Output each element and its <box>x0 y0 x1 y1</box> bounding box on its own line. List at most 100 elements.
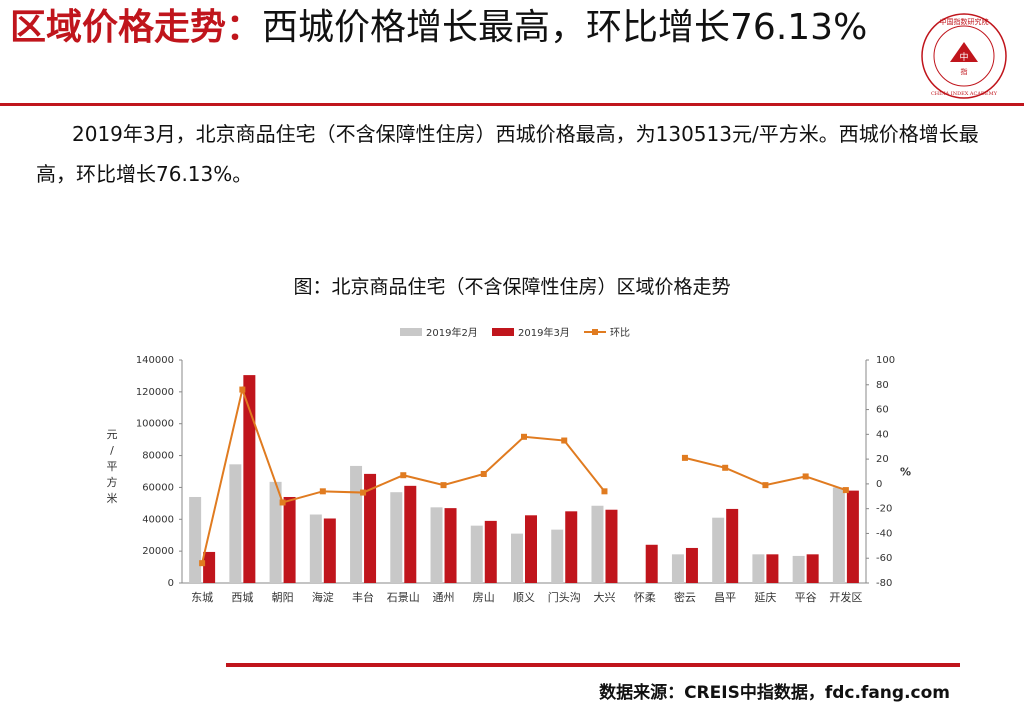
mom-point-10 <box>601 488 608 495</box>
y-right-tick-label: -60 <box>876 553 892 564</box>
y-left-tick-label: 100000 <box>136 419 174 430</box>
mom-point-8 <box>521 433 527 440</box>
mom-point-9 <box>561 437 568 444</box>
bar-mar-12 <box>685 547 698 583</box>
bar-mar-3 <box>323 518 336 583</box>
bar-mar-6 <box>444 508 457 583</box>
title-rest: 西城价格增长最高，环比增长76.13% <box>262 7 868 48</box>
bar-mar-8 <box>525 515 537 583</box>
x-tick-label: 昌平 <box>714 591 736 604</box>
legend-swatch-mar <box>492 328 514 336</box>
legend-marker-mom <box>592 329 598 335</box>
y-left-tick-label: 60000 <box>142 482 174 493</box>
x-tick-label: 门头沟 <box>548 590 581 604</box>
chart-title: 图：北京商品住宅（不含保障性住房）区域价格走势 <box>293 276 731 298</box>
legend-label-mar: 2019年3月 <box>518 326 570 339</box>
x-tick-label: 延庆 <box>754 590 776 604</box>
y-left-axis-label-char: 平 <box>107 460 118 473</box>
y-left-tick-label: 80000 <box>142 451 174 462</box>
bar-mar-11 <box>645 544 658 583</box>
bar-feb-10 <box>591 505 604 583</box>
y-right-tick-label: 20 <box>876 454 889 465</box>
x-tick-label: 怀柔 <box>634 591 656 604</box>
x-tick-label: 朝阳 <box>272 591 294 604</box>
data-source: 数据来源：CREIS中指数据，fdc.fang.com <box>599 683 950 703</box>
bar-feb-7 <box>470 525 483 583</box>
mom-point-1 <box>239 386 246 393</box>
svg-text:中: 中 <box>959 51 968 63</box>
x-tick-label: 石景山 <box>387 591 420 604</box>
mom-point-13 <box>722 464 729 471</box>
y-left-axis-label-char: / <box>110 444 114 457</box>
mom-point-6 <box>440 482 447 489</box>
bar-feb-8 <box>511 533 523 583</box>
mom-point-3 <box>319 488 326 495</box>
y-right-tick-label: -40 <box>876 528 892 539</box>
summary-paragraph: 2019年3月，北京商品住宅（不含保障性住房）西城价格最高，为130513元/平… <box>36 122 979 186</box>
bar-feb-2 <box>269 481 282 583</box>
mom-point-14 <box>762 482 769 489</box>
y-right-tick-label: 0 <box>876 479 882 490</box>
bar-mar-4 <box>364 473 377 583</box>
bar-mar-15 <box>806 554 819 583</box>
x-tick-label: 顺义 <box>513 591 535 604</box>
mom-point-16 <box>842 487 849 494</box>
x-tick-label: 通州 <box>433 591 455 604</box>
bar-mar-14 <box>766 554 779 583</box>
bar-feb-15 <box>792 555 805 583</box>
bar-mar-10 <box>605 509 618 583</box>
y-right-tick-label: 100 <box>876 355 895 366</box>
title-highlight: 区域价格走势： <box>10 7 263 48</box>
bar-feb-6 <box>430 507 443 583</box>
mom-point-7 <box>480 470 487 477</box>
y-left-tick-label: 40000 <box>142 514 174 525</box>
y-left-axis-label-char: 米 <box>107 492 118 505</box>
legend-label-feb: 2019年2月 <box>426 326 478 339</box>
bar-mar-16 <box>846 490 859 583</box>
title-divider <box>0 103 1024 106</box>
bar-mar-0 <box>203 551 216 583</box>
y-left-axis-label-char: 元 <box>107 428 118 441</box>
bar-feb-13 <box>712 517 725 583</box>
academy-logo: 中 指 中国指数研究院 CHINA INDEX ACADEMY <box>921 13 1007 99</box>
y-right-tick-label: -20 <box>876 504 892 515</box>
x-tick-label: 丰台 <box>352 590 374 604</box>
x-tick-label: 东城 <box>191 591 213 604</box>
mom-point-0 <box>199 560 206 567</box>
x-tick-label: 海淀 <box>312 590 334 604</box>
y-left-tick-label: 140000 <box>136 355 174 366</box>
x-tick-label: 房山 <box>473 591 495 604</box>
bar-feb-9 <box>551 529 564 583</box>
bar-mar-9 <box>565 511 578 583</box>
price-trend-chart: 2019年2月 2019年3月 环比 0 20000 40000 60000 80000 100… <box>107 326 912 604</box>
bar-feb-1 <box>229 464 242 583</box>
svg-text:中国指数研究院: 中国指数研究院 <box>940 17 989 26</box>
bar-feb-0 <box>189 496 202 583</box>
x-tick-label: 平谷 <box>795 591 817 604</box>
y-left-tick-label: 0 <box>168 578 174 589</box>
bar-feb-12 <box>671 554 684 583</box>
bar-mar-1 <box>243 375 256 583</box>
bar-mar-5 <box>404 485 417 583</box>
mom-point-15 <box>802 473 809 480</box>
svg-text:CHINA INDEX ACADEMY: CHINA INDEX ACADEMY <box>931 91 998 97</box>
bar-feb-4 <box>350 465 363 583</box>
y-right-tick-label: 80 <box>876 380 889 391</box>
svg-text:指: 指 <box>961 67 968 76</box>
bar-feb-3 <box>309 514 322 583</box>
mom-point-2 <box>279 499 286 506</box>
y-right-axis-label: % <box>900 466 911 479</box>
y-left-tick-label: 20000 <box>142 546 174 557</box>
y-right-tick-label: -80 <box>876 578 892 589</box>
y-left-tick-label: 120000 <box>136 387 174 398</box>
page-title: 区域价格走势：西城价格增长最高，环比增长76.13% <box>10 4 910 52</box>
x-tick-label: 密云 <box>674 590 696 604</box>
bar-feb-16 <box>832 487 845 583</box>
legend-swatch-feb <box>400 328 422 336</box>
mom-point-4 <box>360 489 367 496</box>
y-left-axis-label-char: 方 <box>107 475 118 489</box>
x-tick-label: 开发区 <box>829 590 862 604</box>
bar-feb-5 <box>390 492 403 583</box>
y-right-tick-label: 40 <box>876 429 889 440</box>
bar-feb-14 <box>752 554 765 583</box>
